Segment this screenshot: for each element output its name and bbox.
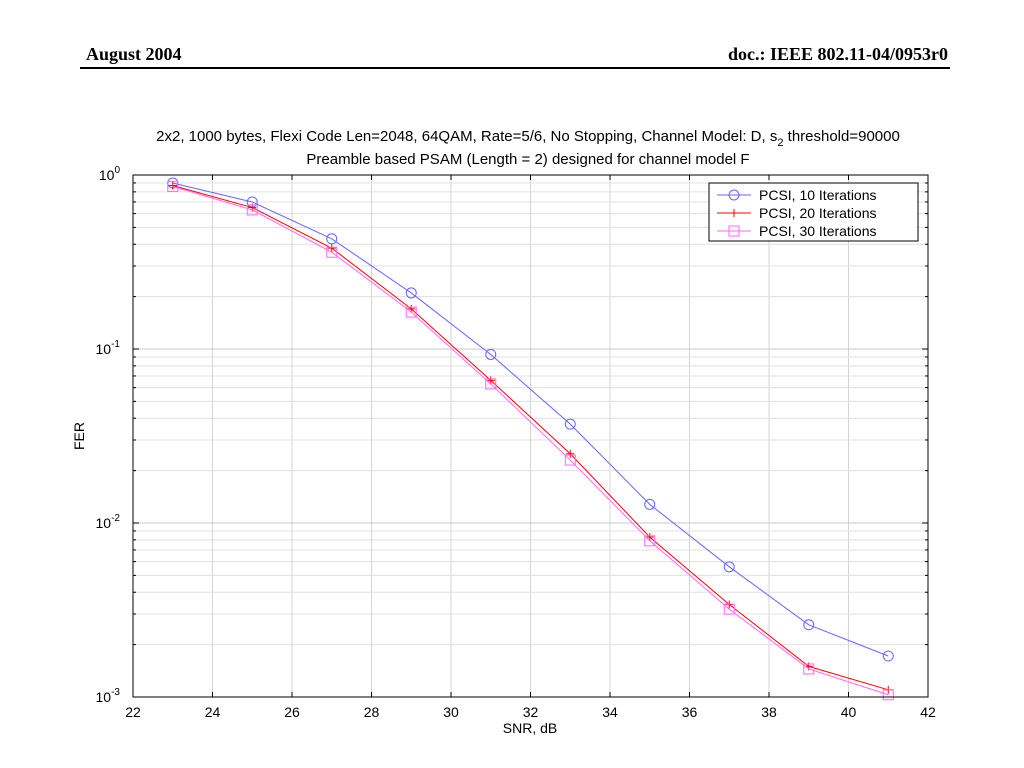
legend-entry: PCSI, 10 Iterations [717,187,877,203]
data-point-square [644,535,656,547]
data-point-square [167,180,179,192]
header-doc-id: doc.: IEEE 802.11-04/0953r0 [727,44,948,64]
data-point-circle [728,189,740,201]
header-date: August 2004 [86,44,182,64]
data-point-square [326,246,338,258]
chart-title-subscript: 2 [777,137,783,149]
data-point-square [564,454,576,466]
data-point-plus [168,181,177,190]
y-tick-exponent: 0 [114,165,120,176]
y-tick-label: 10-1 [96,339,121,357]
data-point-square [728,225,740,237]
legend: PCSI, 10 Iterations PCSI, 20 Iterations PC… [708,182,919,242]
x-tick-label: 34 [602,704,618,720]
chart-title-tail: threshold=90000 [783,128,899,145]
y-tick-base: 10 [96,689,112,705]
x-tick-label: 42 [920,704,936,720]
chart-subtitle: Preamble based PSAM (Length = 2) designe… [306,151,749,168]
data-point-circle [485,348,497,360]
y-tick-exponent: -2 [111,513,120,524]
y-tick-label: 10-2 [96,513,121,531]
y-tick-base: 10 [96,515,112,531]
x-tick-label: 30 [443,704,459,720]
y-tick-exponent: -1 [111,339,120,350]
y-tick-label: 100 [99,165,121,183]
chart-title: 2x2, 1000 bytes, Flexi Code Len=2048, 64… [156,128,900,149]
x-axis-label: SNR, dB [503,720,557,736]
x-tick-label: 40 [841,704,857,720]
series-square [167,180,894,701]
legend-label: PCSI, 20 Iterations [759,205,877,221]
y-tick-exponent: -3 [111,687,120,698]
data-point-square [882,689,894,701]
legend-label: PCSI, 10 Iterations [759,187,877,203]
data-point-plus [566,449,575,458]
data-point-circle [723,561,735,573]
series-group [167,177,894,701]
data-point-square [246,204,258,216]
data-point-circle [405,287,417,299]
legend-label: PCSI, 30 Iterations [759,223,877,239]
y-tick-base: 10 [99,167,115,183]
header-rule [80,67,950,69]
data-point-plus [486,376,495,385]
data-point-square [405,306,417,318]
x-tick-label: 24 [205,704,221,720]
data-point-plus [327,244,336,253]
data-point-plus [645,533,654,542]
x-tick-label: 22 [125,704,141,720]
x-tick-label: 38 [761,704,777,720]
data-point-circle [564,418,576,430]
data-point-circle [644,498,656,510]
data-point-circle [882,650,894,662]
legend-entry: PCSI, 20 Iterations [717,205,877,221]
data-point-square [485,378,497,390]
data-point-plus [730,209,738,217]
axis-ticks [132,175,929,698]
chart-title-main: 2x2, 1000 bytes, Flexi Code Len=2048, 64… [156,128,777,145]
y-axis-label: FER [71,422,87,450]
legend-entry: PCSI, 30 Iterations [717,223,877,239]
series-line [172,185,889,691]
x-tick-label: 26 [284,704,300,720]
data-point-circle [326,233,338,245]
data-point-circle [803,619,815,631]
grid-lines [133,175,928,697]
data-point-square [723,603,735,615]
y-tick-base: 10 [96,341,112,357]
x-tick-label: 32 [523,704,539,720]
data-point-square [803,663,815,675]
x-tick-label: 28 [364,704,380,720]
y-tick-label: 10-3 [96,687,121,705]
series-line [172,185,889,696]
series-line [172,182,889,657]
x-tick-label: 36 [682,704,698,720]
